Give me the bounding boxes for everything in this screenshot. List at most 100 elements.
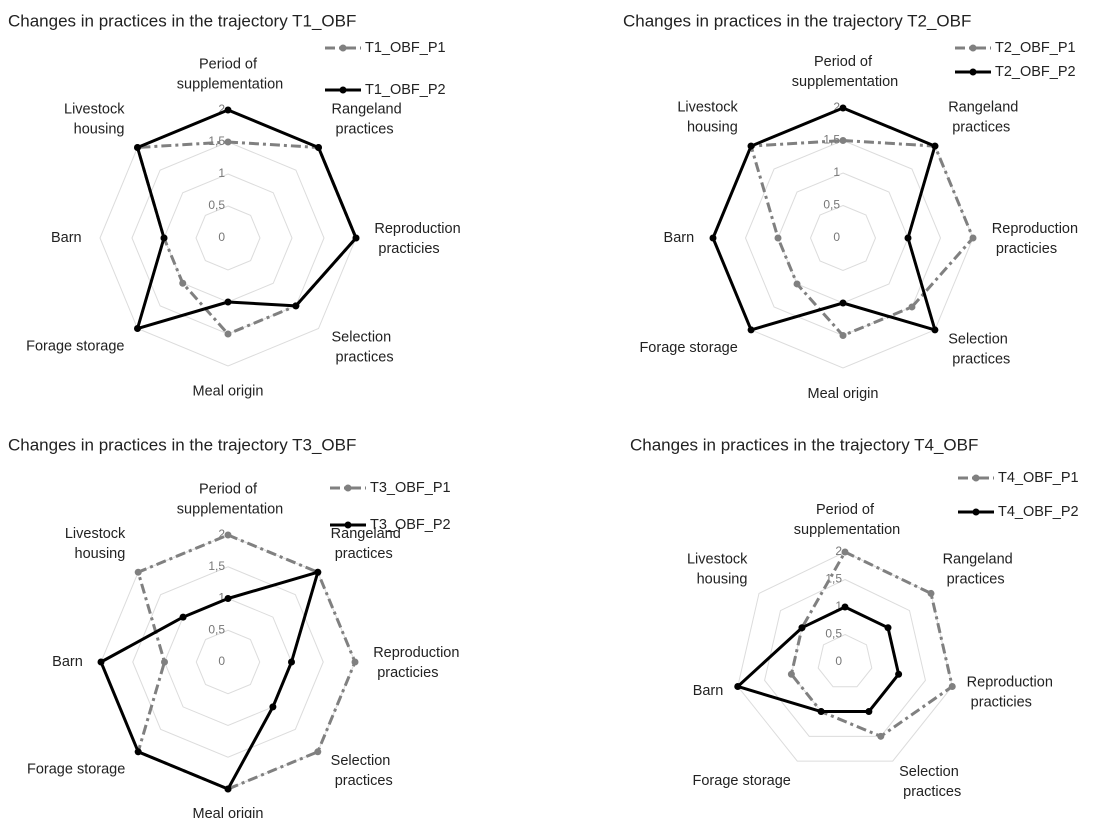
tick-label: 0 bbox=[218, 230, 225, 244]
series-line bbox=[789, 550, 954, 738]
legend-marker bbox=[344, 484, 352, 492]
tick-label: 0 bbox=[835, 654, 842, 668]
series-marker bbox=[224, 785, 232, 793]
category-label: Barn bbox=[693, 683, 724, 699]
tick-label: 1,5 bbox=[823, 133, 840, 147]
category-label: Rangeland practices bbox=[332, 101, 402, 137]
series-marker bbox=[352, 234, 360, 242]
series-marker bbox=[747, 326, 755, 334]
category-label: Meal origin bbox=[193, 806, 264, 818]
category-label: Selection practices bbox=[332, 329, 394, 365]
series-line bbox=[135, 108, 358, 331]
grid-ring bbox=[195, 629, 261, 695]
tick-label: 0,5 bbox=[825, 627, 842, 641]
series-marker bbox=[798, 624, 806, 632]
series-marker bbox=[224, 138, 232, 146]
legend-marker bbox=[344, 521, 352, 529]
series-line bbox=[135, 140, 358, 336]
category-label: Period of supplementation bbox=[788, 54, 898, 90]
series-marker bbox=[179, 613, 187, 621]
series-marker bbox=[224, 330, 232, 338]
tick-label: 0,5 bbox=[823, 198, 840, 212]
series-marker bbox=[97, 658, 105, 666]
legend-marker bbox=[969, 68, 977, 76]
series-marker bbox=[314, 748, 322, 756]
chart-title: Changes in practices in the trajectory T… bbox=[8, 435, 356, 454]
series-marker bbox=[160, 234, 168, 242]
series-marker bbox=[948, 682, 956, 690]
series-marker bbox=[839, 332, 847, 339]
tick-label: 2 bbox=[218, 102, 225, 116]
series-marker bbox=[224, 106, 232, 114]
tick-label: 0,5 bbox=[208, 622, 225, 636]
series-marker bbox=[315, 143, 323, 151]
tick-label: 0,5 bbox=[208, 198, 225, 212]
radar-chart: Changes in practices in the trajectory T… bbox=[623, 11, 1078, 401]
tick-label: 1 bbox=[218, 591, 225, 605]
series-marker bbox=[793, 280, 801, 288]
series-line bbox=[99, 570, 320, 791]
category-label: Reproduction practicies bbox=[967, 674, 1053, 710]
legend-marker bbox=[339, 86, 347, 94]
category-label: Selection practices bbox=[899, 764, 961, 800]
series-marker bbox=[288, 658, 295, 666]
series-marker bbox=[877, 732, 885, 740]
category-label: Barn bbox=[664, 230, 695, 246]
category-label: Livestock housing bbox=[65, 526, 126, 562]
grid-ring bbox=[817, 633, 873, 688]
tick-label: 1 bbox=[218, 166, 225, 180]
chart-title: Changes in practices in the trajectory T… bbox=[630, 435, 978, 454]
series-marker bbox=[931, 326, 939, 334]
category-label: Period of supplementation bbox=[173, 481, 283, 517]
series-marker bbox=[351, 658, 359, 666]
series-marker bbox=[839, 299, 847, 307]
grid-ring bbox=[195, 205, 261, 271]
series-line bbox=[736, 605, 901, 714]
series-marker bbox=[224, 298, 232, 306]
category-label: Rangeland practices bbox=[948, 100, 1018, 136]
category-label: Forage storage bbox=[693, 773, 791, 789]
tick-label: 1 bbox=[833, 165, 840, 179]
category-label: Livestock housing bbox=[677, 100, 738, 136]
series-marker bbox=[134, 568, 142, 576]
category-label: Reproduction practicies bbox=[992, 221, 1078, 257]
legend-label: T2_OBF_P2 bbox=[995, 64, 1076, 80]
series-marker bbox=[314, 568, 322, 576]
legend-label: T4_OBF_P1 bbox=[998, 470, 1079, 486]
chart-title: Changes in practices in the trajectory T… bbox=[8, 11, 356, 30]
category-label: Forage storage bbox=[26, 338, 124, 354]
series-marker bbox=[269, 703, 277, 711]
series-marker bbox=[969, 234, 977, 242]
tick-label: 0 bbox=[833, 230, 840, 244]
tick-label: 1 bbox=[835, 599, 842, 613]
legend-marker bbox=[972, 508, 980, 516]
grid-ring bbox=[809, 204, 877, 272]
series-marker bbox=[747, 142, 755, 150]
category-label: Reproduction practicies bbox=[374, 221, 460, 257]
legend-label: T3_OBF_P1 bbox=[370, 480, 451, 496]
series-marker bbox=[787, 670, 795, 678]
series-marker bbox=[224, 531, 232, 539]
series-marker bbox=[734, 682, 742, 690]
series-marker bbox=[895, 670, 903, 678]
series-marker bbox=[774, 234, 782, 242]
series-marker bbox=[224, 595, 232, 602]
series-marker bbox=[292, 302, 300, 310]
category-label: Forage storage bbox=[639, 340, 737, 356]
category-label: Reproduction practicies bbox=[373, 645, 459, 681]
category-label: Selection practices bbox=[331, 753, 393, 789]
grid-ring bbox=[163, 597, 293, 727]
series-marker bbox=[133, 143, 141, 151]
category-label: Meal origin bbox=[808, 386, 879, 402]
tick-label: 0 bbox=[218, 654, 225, 668]
category-label: Barn bbox=[52, 654, 83, 670]
legend-marker bbox=[972, 474, 980, 482]
legend-marker bbox=[339, 44, 347, 52]
radar-chart: Changes in practices in the trajectory T… bbox=[8, 435, 459, 818]
legend-label: T2_OBF_P1 bbox=[995, 40, 1076, 56]
category-label: Rangeland practices bbox=[331, 526, 401, 562]
category-label: Selection practices bbox=[948, 331, 1010, 367]
series-marker bbox=[839, 137, 847, 144]
series-marker bbox=[709, 234, 717, 242]
category-label: Period of supplementation bbox=[790, 502, 900, 538]
